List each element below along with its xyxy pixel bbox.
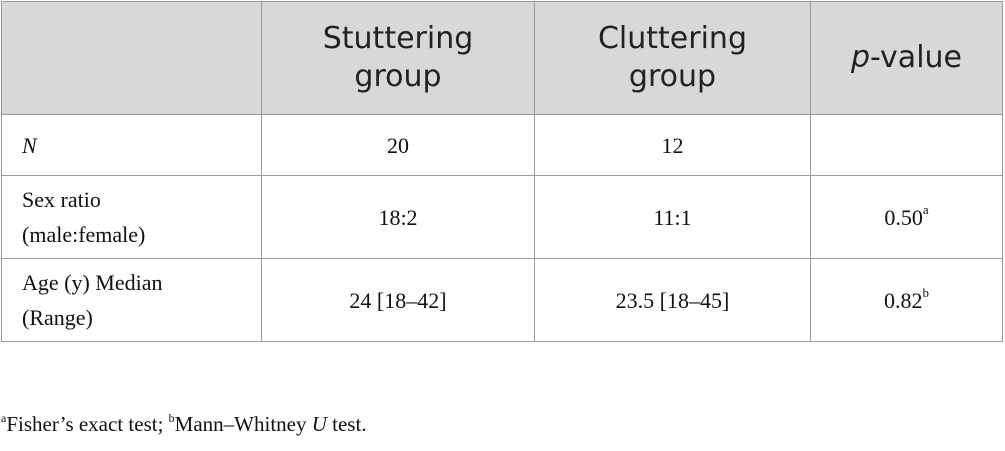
cell-p-value-n xyxy=(810,114,1003,176)
row-label-line2: (male:female) xyxy=(22,222,146,247)
cell-cluttering-n: 12 xyxy=(534,114,811,176)
header-p-italic: p xyxy=(850,40,871,75)
footnote-text-b-italic: U xyxy=(311,412,327,436)
header-stuttering-line2: group xyxy=(354,59,442,94)
header-p-value: p-value xyxy=(810,1,1003,115)
row-label-line2: (Range) xyxy=(22,305,93,330)
header-blank-cell xyxy=(1,1,262,115)
header-cluttering-group: Cluttering group xyxy=(534,1,811,115)
footnote-sup-b: b xyxy=(168,411,175,425)
cell-stuttering-sex-ratio: 18:2 xyxy=(261,175,535,259)
cell-p-value-sex-ratio: 0.50a xyxy=(810,175,1003,259)
footnote-text-a: Fisher’s exact test; xyxy=(6,412,169,436)
row-label-line1: Age (y) Median xyxy=(22,270,163,295)
cell-cluttering-sex-ratio: 11:1 xyxy=(534,175,811,259)
row-label-line1: Sex ratio xyxy=(22,187,101,212)
p-value-text: 0.50 xyxy=(884,204,923,230)
p-value-sup: b xyxy=(922,285,930,301)
table-figure: Stuttering group Cluttering group p-valu… xyxy=(1,1,1003,436)
header-stuttering-group: Stuttering group xyxy=(261,1,535,115)
footnote-text-b-post: test. xyxy=(326,412,367,436)
cell-stuttering-age: 24 [18–42] xyxy=(261,258,535,342)
cell-cluttering-age: 23.5 [18–45] xyxy=(534,258,811,342)
data-table: Stuttering group Cluttering group p-valu… xyxy=(1,1,1003,342)
table-row: Age (y) Median (Range) 24 [18–42] 23.5 [… xyxy=(1,258,1003,342)
p-value-sup: a xyxy=(922,202,929,218)
cell-p-value-age: 0.82b xyxy=(810,258,1003,342)
table-header-row: Stuttering group Cluttering group p-valu… xyxy=(1,1,1003,115)
table-footnote: aFisher’s exact test; bMann–Whitney U te… xyxy=(1,412,367,437)
table-row: Sex ratio (male:female) 18:2 11:1 0.50a xyxy=(1,175,1003,259)
cell-stuttering-n: 20 xyxy=(261,114,535,176)
header-cluttering-line2: group xyxy=(628,59,717,94)
header-stuttering-line1: Stuttering xyxy=(322,21,474,56)
row-label-sex-ratio: Sex ratio (male:female) xyxy=(1,175,262,259)
p-value-text: 0.82 xyxy=(884,287,923,313)
row-label-n: N xyxy=(1,114,262,176)
footnote-text-b-pre: Mann–Whitney xyxy=(174,412,312,436)
header-p-rest: -value xyxy=(870,40,962,75)
footnote-sup-a: a xyxy=(1,411,7,425)
row-label-age: Age (y) Median (Range) xyxy=(1,258,262,342)
header-cluttering-line1: Cluttering xyxy=(597,21,747,56)
table-row: N 20 12 xyxy=(1,114,1003,176)
